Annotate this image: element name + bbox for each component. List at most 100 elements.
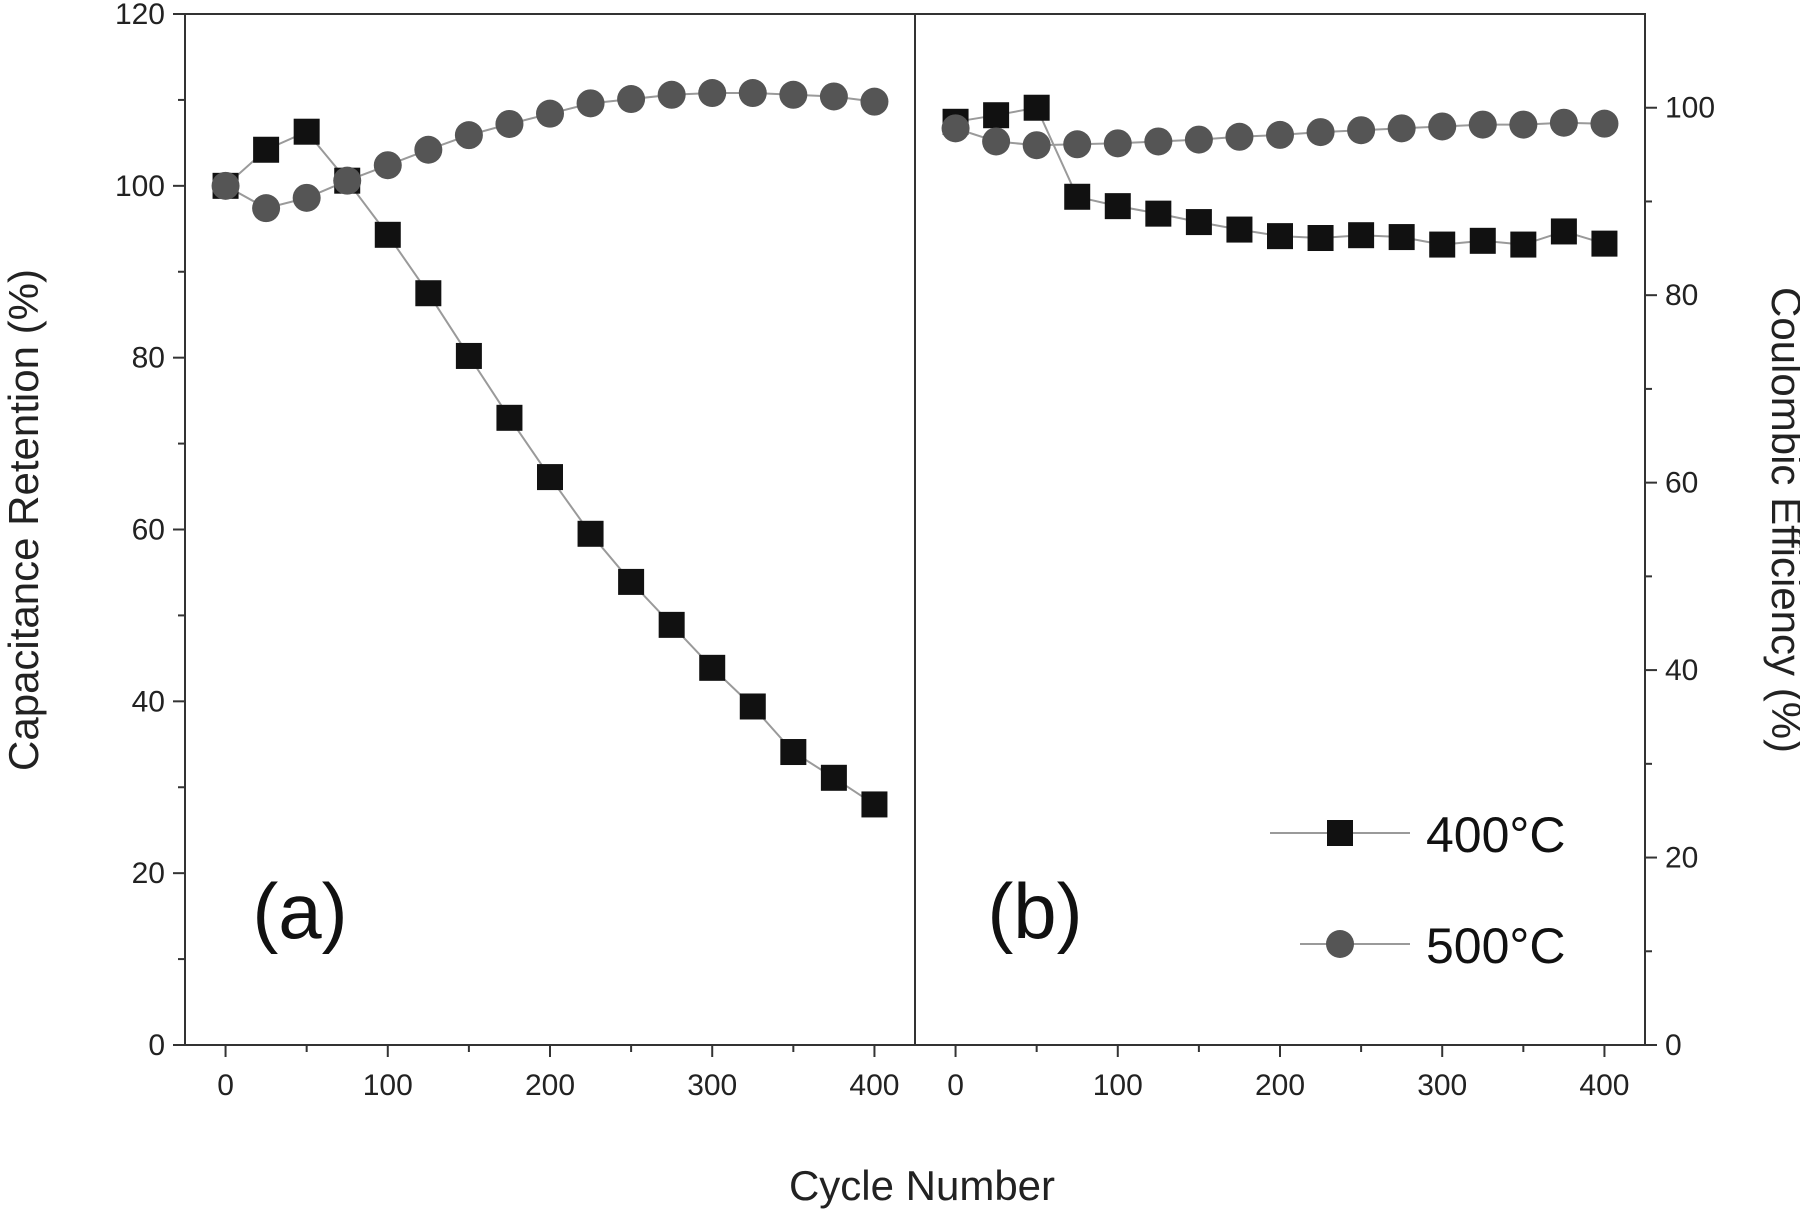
point-a-400c-150 — [455, 342, 482, 369]
point-b-500c-325 — [1468, 110, 1497, 139]
point-a-400c-50 — [293, 118, 320, 145]
y-tick-label-b-100: 100 — [1665, 92, 1715, 125]
point-b-500c-350 — [1509, 110, 1538, 139]
point-a-500c-325 — [738, 79, 767, 108]
x-tick-label-a-200: 200 — [525, 1069, 575, 1102]
x-tick-label-a-300: 300 — [687, 1069, 737, 1102]
point-b-400c-25 — [983, 102, 1010, 129]
point-a-400c-350 — [780, 739, 807, 766]
y-tick-label-b-40: 40 — [1665, 654, 1698, 687]
point-a-400c-300 — [699, 654, 726, 681]
legend-marker-500c — [1326, 930, 1354, 958]
point-a-500c-375 — [819, 82, 848, 111]
x-tick-label-b-400: 400 — [1579, 1069, 1629, 1102]
point-b-400c-175 — [1226, 216, 1253, 243]
point-b-500c-75 — [1063, 130, 1092, 159]
y-tick-label-a-40: 40 — [132, 685, 165, 718]
y-tick-label-a-100: 100 — [115, 170, 165, 203]
x-tick-label-b-300: 300 — [1417, 1069, 1467, 1102]
point-b-400c-125 — [1145, 200, 1172, 227]
point-b-500c-275 — [1387, 114, 1416, 143]
point-a-400c-200 — [537, 464, 563, 491]
point-a-500c-300 — [698, 79, 727, 108]
point-b-400c-300 — [1429, 231, 1456, 258]
point-a-500c-125 — [414, 135, 443, 164]
panel-label-a: (a) — [252, 867, 347, 955]
legend-label-400c: 400°C — [1426, 807, 1566, 863]
point-a-500c-250 — [617, 85, 646, 114]
point-b-400c-75 — [1064, 183, 1091, 210]
point-a-400c-400 — [861, 791, 888, 818]
x-tick-label-b-200: 200 — [1255, 1069, 1305, 1102]
y-axis-title-left: Capacitance Retention (%) — [0, 269, 47, 771]
point-a-500c-225 — [576, 89, 605, 118]
point-b-400c-250 — [1348, 222, 1375, 249]
point-a-400c-225 — [577, 520, 604, 547]
point-a-400c-325 — [739, 693, 766, 720]
point-b-400c-400 — [1591, 230, 1618, 257]
point-a-500c-175 — [495, 109, 524, 138]
x-tick-label-a-100: 100 — [363, 1069, 413, 1102]
y-tick-label-b-20: 20 — [1665, 842, 1698, 875]
point-b-400c-225 — [1307, 225, 1334, 252]
point-a-500c-75 — [333, 166, 362, 195]
point-b-400c-100 — [1104, 193, 1131, 220]
point-b-400c-50 — [1023, 94, 1050, 121]
point-a-400c-100 — [374, 221, 401, 248]
y-tick-label-a-60: 60 — [132, 514, 165, 547]
point-b-500c-300 — [1428, 112, 1457, 141]
point-a-500c-100 — [373, 151, 402, 180]
point-b-400c-350 — [1510, 231, 1537, 258]
point-a-500c-0 — [211, 171, 240, 200]
point-a-400c-275 — [658, 611, 685, 638]
x-axis-title: Cycle Number — [789, 1162, 1055, 1209]
legend-marker-400c — [1327, 820, 1353, 846]
point-b-500c-50 — [1022, 131, 1051, 160]
point-b-400c-275 — [1388, 224, 1415, 251]
point-a-500c-200 — [536, 99, 564, 128]
y-tick-label-b-0: 0 — [1665, 1029, 1682, 1062]
point-b-500c-0 — [941, 114, 970, 143]
y-tick-label-a-120: 120 — [115, 0, 165, 31]
x-tick-label-b-100: 100 — [1093, 1069, 1143, 1102]
x-tick-label-b-0: 0 — [947, 1069, 964, 1102]
y-tick-label-b-60: 60 — [1665, 467, 1698, 500]
point-b-500c-125 — [1144, 127, 1173, 156]
point-b-400c-375 — [1550, 218, 1577, 245]
point-a-500c-25 — [252, 194, 281, 223]
y-tick-label-a-0: 0 — [148, 1029, 165, 1062]
legend: 400°C 500°C — [1270, 807, 1566, 974]
point-b-400c-150 — [1185, 209, 1212, 236]
x-tick-label-a-400: 400 — [849, 1069, 899, 1102]
point-a-500c-400 — [860, 87, 889, 116]
point-a-500c-50 — [292, 183, 321, 212]
point-a-500c-275 — [657, 80, 686, 109]
point-a-500c-150 — [454, 121, 483, 150]
point-a-400c-375 — [820, 764, 847, 791]
y-tick-label-a-80: 80 — [132, 342, 165, 375]
y-tick-label-a-20: 20 — [132, 857, 165, 890]
point-b-500c-250 — [1347, 116, 1376, 145]
point-b-500c-150 — [1184, 125, 1213, 154]
point-b-500c-375 — [1549, 108, 1578, 137]
data-points — [211, 79, 1619, 818]
point-a-400c-250 — [618, 568, 645, 595]
y-axis-title-right: Coulombic Efficiency (%) — [1763, 287, 1800, 753]
point-b-500c-400 — [1590, 109, 1619, 138]
point-a-400c-175 — [496, 404, 523, 431]
x-tick-label-a-0: 0 — [217, 1069, 234, 1102]
legend-label-500c: 500°C — [1426, 918, 1566, 974]
point-b-500c-100 — [1103, 129, 1132, 158]
point-a-500c-350 — [779, 80, 808, 109]
point-b-400c-325 — [1469, 227, 1496, 254]
point-a-400c-125 — [415, 280, 442, 307]
point-b-500c-225 — [1306, 118, 1335, 147]
point-b-500c-25 — [982, 127, 1011, 156]
point-b-400c-200 — [1267, 223, 1293, 250]
y-tick-label-b-80: 80 — [1665, 279, 1698, 312]
point-b-500c-200 — [1266, 120, 1294, 149]
point-a-400c-25 — [253, 136, 280, 163]
